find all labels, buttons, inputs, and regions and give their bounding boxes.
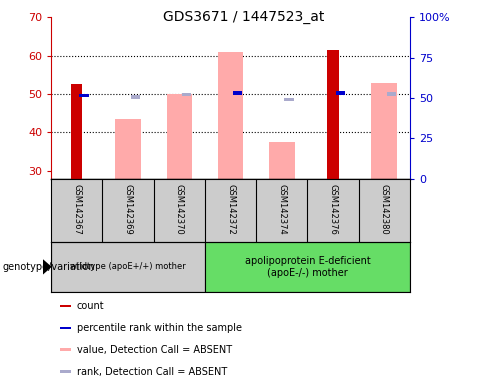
Bar bbox=[387, 92, 396, 96]
Bar bbox=[115, 119, 141, 179]
Text: GSM142374: GSM142374 bbox=[277, 184, 286, 234]
Bar bbox=[71, 84, 82, 179]
Text: value, Detection Call = ABSENT: value, Detection Call = ABSENT bbox=[77, 345, 232, 355]
Text: genotype/variation: genotype/variation bbox=[2, 262, 95, 272]
Text: GSM142380: GSM142380 bbox=[380, 184, 389, 234]
Bar bbox=[285, 98, 294, 101]
Bar bbox=[51, 242, 205, 292]
Text: count: count bbox=[77, 301, 104, 311]
Bar bbox=[269, 142, 295, 179]
Bar bbox=[218, 52, 244, 179]
Text: GSM142372: GSM142372 bbox=[226, 184, 235, 234]
Text: wildtype (apoE+/+) mother: wildtype (apoE+/+) mother bbox=[70, 262, 186, 271]
Bar bbox=[233, 91, 243, 95]
Text: GDS3671 / 1447523_at: GDS3671 / 1447523_at bbox=[163, 10, 325, 23]
Text: GSM142376: GSM142376 bbox=[328, 184, 338, 235]
Bar bbox=[233, 91, 243, 95]
Bar bbox=[60, 371, 71, 373]
Bar bbox=[205, 242, 410, 292]
Bar bbox=[166, 94, 192, 179]
Text: GSM142369: GSM142369 bbox=[123, 184, 133, 234]
Text: GSM142367: GSM142367 bbox=[72, 184, 81, 235]
Bar bbox=[60, 349, 71, 351]
Text: percentile rank within the sample: percentile rank within the sample bbox=[77, 323, 242, 333]
Bar bbox=[182, 93, 191, 96]
Polygon shape bbox=[43, 259, 52, 275]
Text: rank, Detection Call = ABSENT: rank, Detection Call = ABSENT bbox=[77, 367, 227, 377]
Bar bbox=[60, 326, 71, 329]
Bar bbox=[327, 50, 339, 179]
Bar bbox=[336, 91, 345, 95]
Text: GSM142370: GSM142370 bbox=[175, 184, 184, 234]
Bar bbox=[371, 83, 397, 179]
Bar bbox=[60, 305, 71, 307]
Bar bbox=[80, 94, 89, 97]
Text: apolipoprotein E-deficient
(apoE-/-) mother: apolipoprotein E-deficient (apoE-/-) mot… bbox=[244, 256, 370, 278]
Bar bbox=[131, 95, 140, 99]
